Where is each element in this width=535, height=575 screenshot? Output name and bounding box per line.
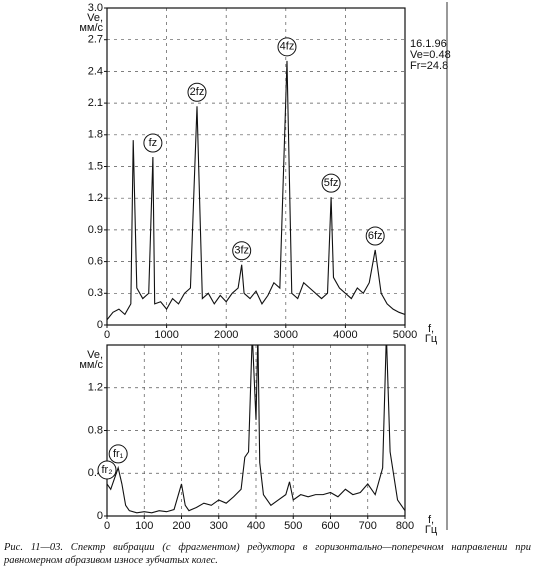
x-tick-label: 200 [172, 520, 190, 532]
peak-label: fr₁ [113, 448, 124, 460]
peak-label: fz [149, 137, 158, 149]
spectrum-line [107, 345, 405, 514]
x-axis-label: Гц [425, 333, 438, 345]
annotation: Ve=0.48 [410, 49, 451, 61]
y-tick-label: 1.2 [88, 382, 103, 394]
x-tick-label: 5000 [393, 329, 417, 341]
y-tick-label: 0 [97, 510, 103, 522]
x-tick-label: 2000 [214, 329, 238, 341]
y-axis-label: Ve, [87, 349, 103, 361]
y-tick-label: 2.4 [88, 65, 103, 77]
plot-frame [106, 344, 406, 517]
peak-label: 6fz [368, 230, 383, 242]
y-tick-label: 2.1 [88, 97, 103, 109]
y-tick-label: 2.7 [88, 34, 103, 46]
plot-area [107, 60, 405, 321]
y-tick-label: 0.3 [88, 287, 103, 299]
spectrum-line [107, 60, 405, 321]
y-axis-label: мм/с [79, 359, 103, 371]
x-axis-label: f, [428, 514, 434, 526]
y-tick-label: 0 [97, 319, 103, 331]
peak-label-circle [232, 241, 252, 261]
x-tick-label: 600 [321, 520, 339, 532]
caption: Рис. 11—03. Спектр вибрации (с фрагменто… [4, 542, 531, 566]
y-tick-label: 0.6 [88, 256, 103, 268]
x-tick-label: 100 [135, 520, 153, 532]
plot-area [107, 345, 405, 514]
annotation: 16.1.96 [410, 38, 447, 50]
x-axis-label: f, [428, 323, 434, 335]
peak-label-circle [321, 173, 341, 193]
y-axis-label: мм/с [79, 22, 103, 34]
x-axis-label: Гц [425, 524, 438, 536]
peak-label-circle [187, 82, 207, 102]
y-tick-label: 1.8 [88, 129, 103, 141]
annotation: Fr=24.8 [410, 60, 448, 72]
peak-label-circle [108, 444, 128, 464]
x-tick-label: 4000 [333, 329, 357, 341]
y-tick-label: 1.5 [88, 160, 103, 172]
peak-label: 3fz [234, 245, 249, 257]
plot-frame [106, 7, 406, 326]
x-tick-label: 400 [247, 520, 265, 532]
y-tick-label: 0.8 [88, 424, 103, 436]
x-tick-label: 0 [104, 329, 110, 341]
peak-label: 4fz [280, 41, 295, 53]
peak-label: 2fz [190, 86, 205, 98]
x-tick-label: 1000 [154, 329, 178, 341]
y-tick-label: 3.0 [88, 2, 103, 14]
peak-label: 5fz [324, 177, 339, 189]
x-tick-label: 0 [104, 520, 110, 532]
x-tick-label: 800 [396, 520, 414, 532]
x-tick-label: 3000 [274, 329, 298, 341]
y-axis-label: Ve, [87, 12, 103, 24]
figure: 00.30.60.91.21.51.82.12.42.73.00 1000 2000… [79, 2, 451, 536]
peak-label-circle [143, 133, 163, 153]
x-tick-label: 300 [210, 520, 228, 532]
peak-label-circle [277, 37, 297, 57]
y-tick-label: 1.2 [88, 192, 103, 204]
x-tick-label: 500 [284, 520, 302, 532]
x-tick-label: 700 [359, 520, 377, 532]
peak-label: fr₂ [102, 464, 113, 476]
peak-label-circle [365, 226, 385, 246]
peak-label-circle [97, 460, 117, 480]
y-tick-label: 0.9 [88, 224, 103, 236]
